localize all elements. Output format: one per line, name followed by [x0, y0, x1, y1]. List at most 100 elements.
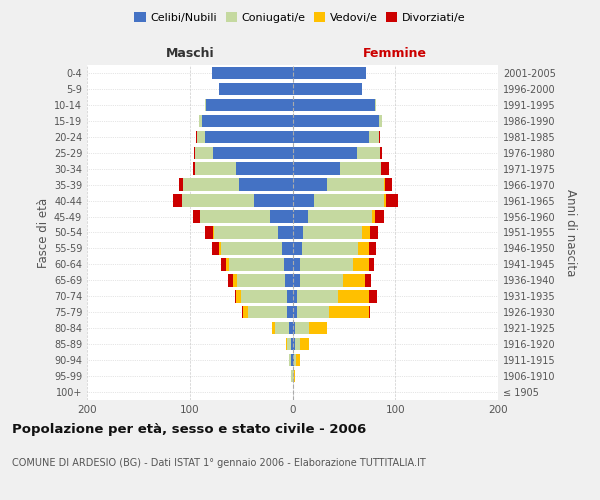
Bar	[202, 114, 293, 127]
Bar	[221, 242, 282, 254]
Bar	[295, 338, 299, 350]
Bar	[293, 370, 295, 382]
Bar	[375, 98, 376, 111]
Bar	[293, 194, 314, 207]
Bar	[218, 242, 221, 254]
Bar	[299, 274, 343, 286]
Bar	[235, 290, 236, 302]
Bar	[195, 146, 214, 159]
Bar	[371, 210, 375, 223]
Legend: Celibi/Nubili, Coniugati/e, Vedovi/e, Divorziati/e: Celibi/Nubili, Coniugati/e, Vedovi/e, Di…	[130, 8, 470, 28]
Bar	[293, 82, 362, 95]
Bar	[293, 130, 368, 143]
Bar	[193, 210, 200, 223]
Bar	[368, 242, 376, 254]
Bar	[293, 338, 295, 350]
Bar	[221, 258, 226, 270]
Bar	[206, 98, 293, 111]
Bar	[193, 162, 195, 175]
Bar	[226, 258, 229, 270]
Bar	[293, 98, 375, 111]
Bar	[379, 130, 380, 143]
Text: COMUNE DI ARDESIO (BG) - Dati ISTAT 1° gennaio 2006 - Elaborazione TUTTITALIA.IT: COMUNE DI ARDESIO (BG) - Dati ISTAT 1° g…	[12, 458, 426, 468]
Bar	[368, 290, 377, 302]
Bar	[287, 338, 292, 350]
Bar	[292, 338, 293, 350]
Bar	[293, 290, 296, 302]
Bar	[243, 306, 248, 318]
Bar	[384, 178, 385, 191]
Bar	[386, 194, 398, 207]
Bar	[242, 306, 243, 318]
Bar	[286, 274, 293, 286]
Bar	[293, 242, 302, 254]
Bar	[303, 226, 362, 238]
Bar	[194, 146, 195, 159]
Bar	[212, 67, 293, 79]
Y-axis label: Fasce di età: Fasce di età	[37, 198, 50, 268]
Bar	[292, 354, 293, 366]
Bar	[196, 130, 197, 143]
Bar	[385, 178, 392, 191]
Bar	[308, 210, 371, 223]
Bar	[314, 194, 384, 207]
Bar	[293, 67, 367, 79]
Bar	[205, 226, 214, 238]
Bar	[293, 178, 328, 191]
Bar	[282, 242, 293, 254]
Bar	[296, 290, 338, 302]
Bar	[353, 258, 368, 270]
Bar	[241, 290, 287, 302]
Bar	[182, 178, 239, 191]
Bar	[236, 162, 293, 175]
Bar	[236, 290, 241, 302]
Bar	[237, 274, 286, 286]
Bar	[299, 258, 353, 270]
Bar	[289, 322, 293, 334]
Bar	[239, 178, 293, 191]
Bar	[212, 242, 218, 254]
Bar	[214, 226, 278, 238]
Bar	[293, 274, 299, 286]
Bar	[296, 354, 299, 366]
Bar	[289, 354, 292, 366]
Bar	[233, 274, 237, 286]
Bar	[368, 306, 370, 318]
Bar	[205, 98, 206, 111]
Bar	[309, 322, 328, 334]
Text: Popolazione per età, sesso e stato civile - 2006: Popolazione per età, sesso e stato civil…	[12, 422, 366, 436]
Bar	[293, 306, 296, 318]
Text: Femmine: Femmine	[363, 47, 427, 60]
Bar	[380, 146, 382, 159]
Bar	[302, 242, 358, 254]
Bar	[338, 290, 368, 302]
Bar	[179, 178, 182, 191]
Bar	[299, 338, 309, 350]
Bar	[200, 210, 270, 223]
Bar	[197, 130, 205, 143]
Bar	[379, 114, 382, 127]
Bar	[293, 226, 303, 238]
Bar	[272, 322, 275, 334]
Bar	[199, 114, 202, 127]
Bar	[381, 162, 389, 175]
Bar	[218, 82, 293, 95]
Bar	[173, 194, 182, 207]
Bar	[358, 242, 368, 254]
Bar	[228, 274, 233, 286]
Bar	[365, 274, 371, 286]
Bar	[370, 226, 378, 238]
Bar	[254, 194, 293, 207]
Bar	[293, 322, 295, 334]
Bar	[182, 194, 254, 207]
Y-axis label: Anni di nascita: Anni di nascita	[564, 189, 577, 276]
Bar	[292, 370, 293, 382]
Bar	[384, 194, 386, 207]
Bar	[270, 210, 293, 223]
Bar	[293, 162, 340, 175]
Text: Maschi: Maschi	[166, 47, 214, 60]
Bar	[275, 322, 289, 334]
Bar	[248, 306, 287, 318]
Bar	[329, 306, 368, 318]
Bar	[296, 306, 329, 318]
